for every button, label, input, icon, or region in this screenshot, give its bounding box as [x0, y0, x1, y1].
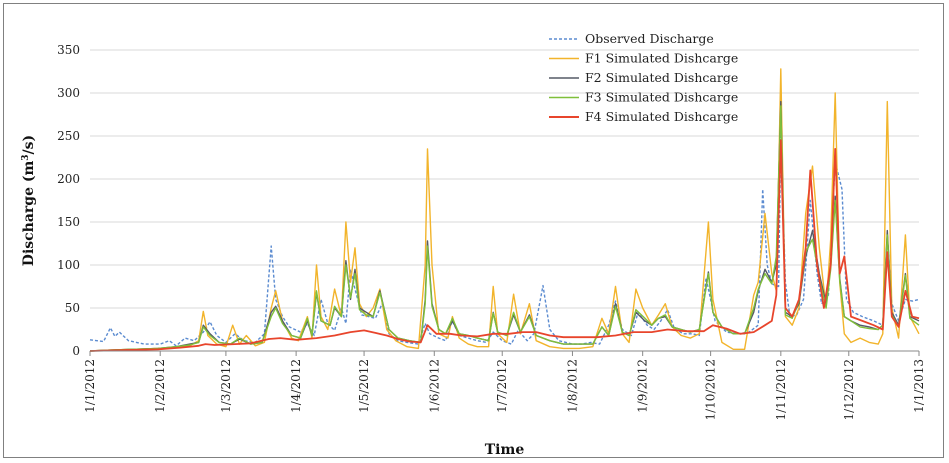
- series-line-f4: [89, 139, 920, 352]
- x-tick-label: 1/1/2013: [912, 359, 926, 413]
- x-tick-label: 1/1/2012: [83, 359, 97, 413]
- x-axis-title: Time: [485, 442, 525, 458]
- x-tick-label: 1/9/2012: [636, 359, 650, 413]
- x-tick-label: 1/7/2012: [495, 359, 509, 413]
- x-tick-label: 1/4/2012: [289, 359, 303, 413]
- chart-frame: 0 50 100 150 200 250 300 350 1/1/2012 1/2/2012 1/…: [3, 3, 944, 458]
- y-tick-label: 50: [65, 301, 80, 315]
- series-line-observed: [89, 135, 920, 347]
- y-axis-title-pre: Discharge (m: [21, 161, 37, 267]
- x-axis-ticks: 1/1/2012 1/2/2012 1/3/2012 1/4/2012 1/5/2012…: [83, 351, 926, 421]
- x-tick-label: 1/12/2012: [842, 359, 856, 421]
- legend: Observed Discharge F1 Simulated Dishcarge…: [549, 31, 738, 124]
- x-tick-label: 1/3/2012: [219, 359, 233, 413]
- x-tick-label: 1/8/2012: [565, 359, 579, 413]
- series-lines: [89, 68, 920, 352]
- y-tick-label: 350: [57, 43, 80, 57]
- x-tick-label: 1/11/2012: [774, 359, 788, 421]
- legend-label: F3 Simulated Dishcarge: [585, 90, 738, 105]
- x-tick-label: 1/6/2012: [427, 359, 441, 413]
- y-tick-label: 200: [57, 172, 80, 186]
- y-tick-label: 0: [72, 344, 80, 358]
- x-tick-label: 1/2/2012: [153, 359, 167, 413]
- y-tick-label: 150: [57, 215, 80, 229]
- y-tick-label: 100: [57, 258, 80, 272]
- y-tick-label: 250: [57, 129, 80, 143]
- y-tick-label: 300: [57, 86, 80, 100]
- legend-label: F1 Simulated Dishcarge: [585, 51, 738, 66]
- legend-label: F2 Simulated Dishcarge: [585, 70, 738, 85]
- x-tick-label: 1/5/2012: [357, 359, 371, 413]
- gridlines: [90, 49, 919, 309]
- legend-label: Observed Discharge: [585, 31, 714, 46]
- y-axis-title-post: /s): [21, 135, 37, 155]
- y-axis-title: Discharge (m3/s): [21, 135, 37, 266]
- legend-label: F4 Simulated Dishcarge: [585, 109, 738, 124]
- series-line-f3: [89, 105, 920, 352]
- y-axis-ticks: 0 50 100 150 200 250 300 350: [57, 43, 80, 358]
- y-axis-title-sup: 3: [21, 154, 31, 160]
- x-tick-label: 1/10/2012: [704, 359, 718, 421]
